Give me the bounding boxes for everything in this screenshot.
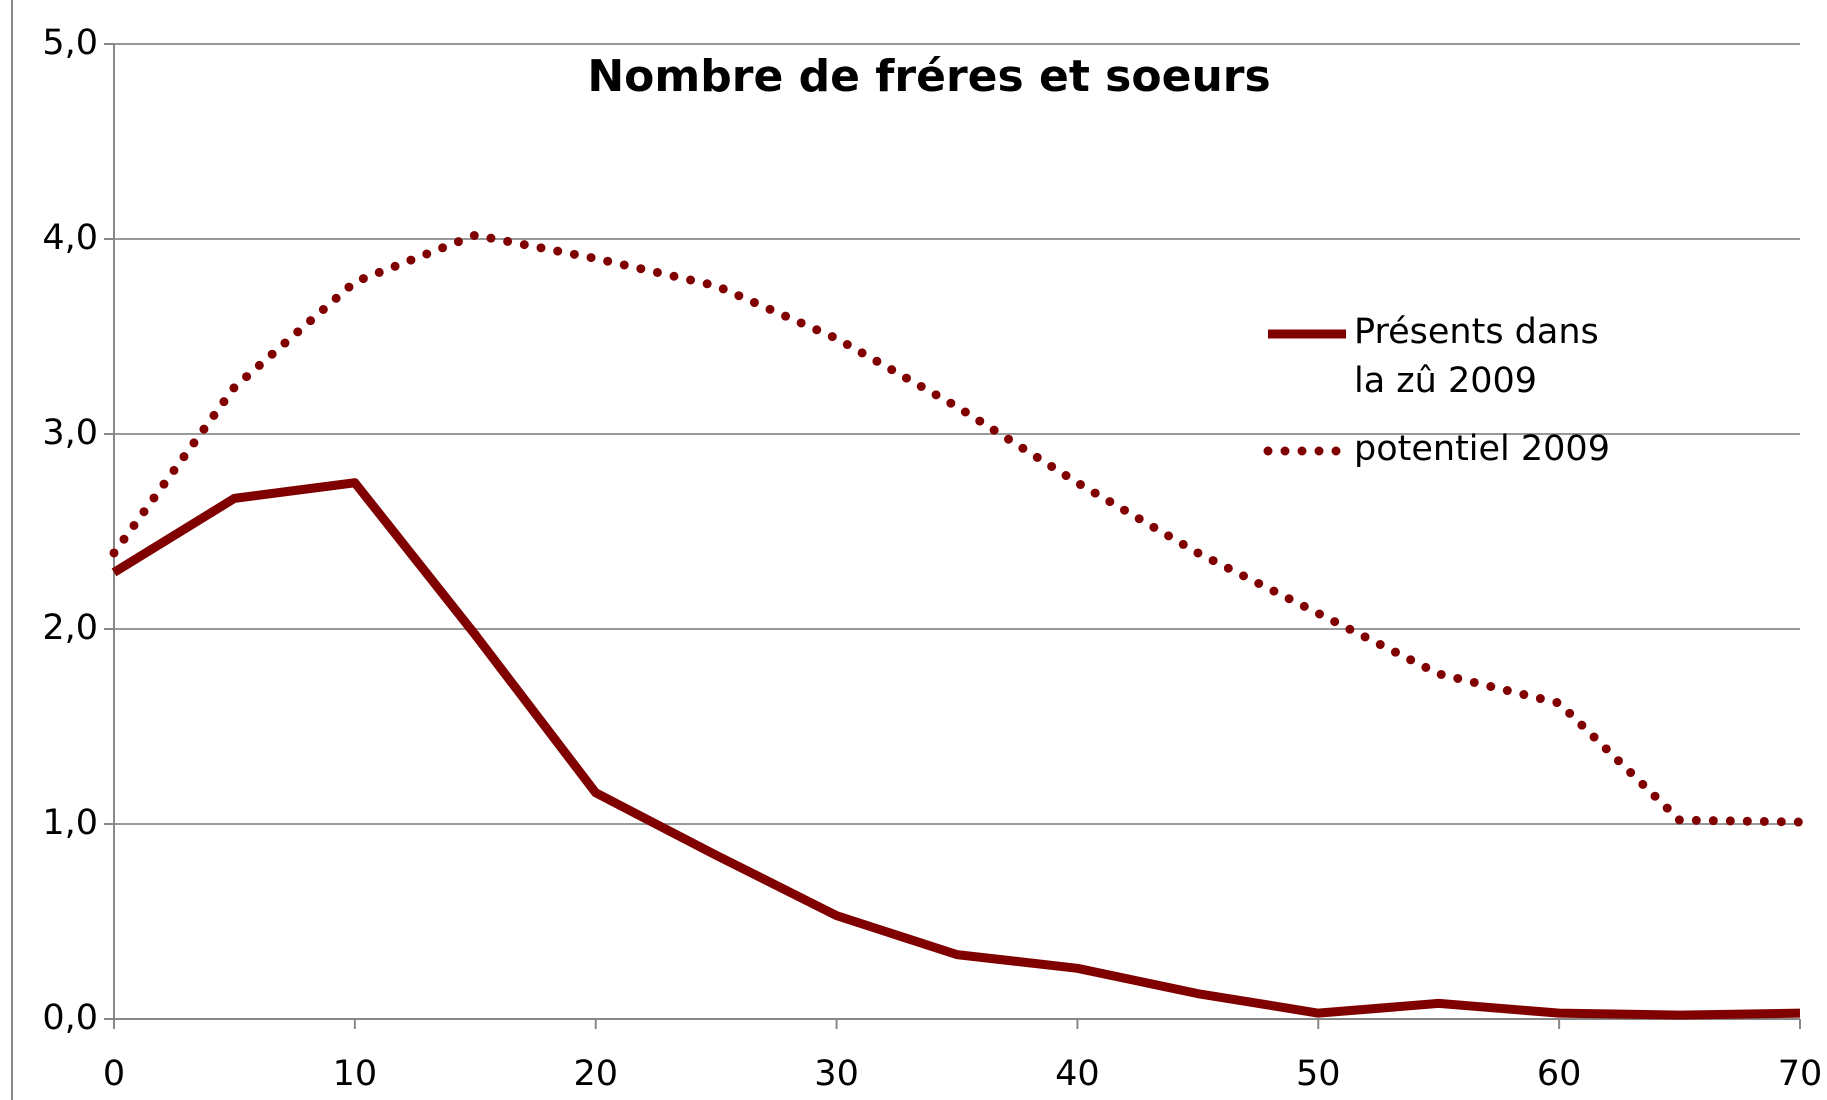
chart-title: Nombre de fréres et soeurs: [587, 51, 1270, 102]
x-tick-label: 30: [814, 1054, 859, 1094]
legend-label: potentiel 2009: [1354, 429, 1610, 469]
x-tick-label: 0: [103, 1054, 125, 1094]
y-tick-label: 2,0: [42, 608, 98, 648]
x-tick-label: 60: [1537, 1054, 1582, 1094]
series-line: [111, 478, 1801, 1020]
x-tick-label: 20: [573, 1054, 618, 1094]
x-tick-label: 40: [1055, 1054, 1100, 1094]
legend-label: Présents dans la zû 2009: [1354, 312, 1599, 401]
y-tick-label: 3,0: [42, 413, 98, 453]
x-tick-label: 50: [1296, 1054, 1341, 1094]
x-tick-label: 10: [333, 1054, 378, 1094]
y-tick-label: 4,0: [42, 218, 98, 258]
y-tick-label: 5,0: [42, 23, 98, 63]
x-tick-label: 70: [1778, 1054, 1823, 1094]
series-line: [109, 230, 1805, 827]
y-tick-label: 0,0: [42, 998, 98, 1038]
y-tick-label: 1,0: [42, 803, 98, 843]
